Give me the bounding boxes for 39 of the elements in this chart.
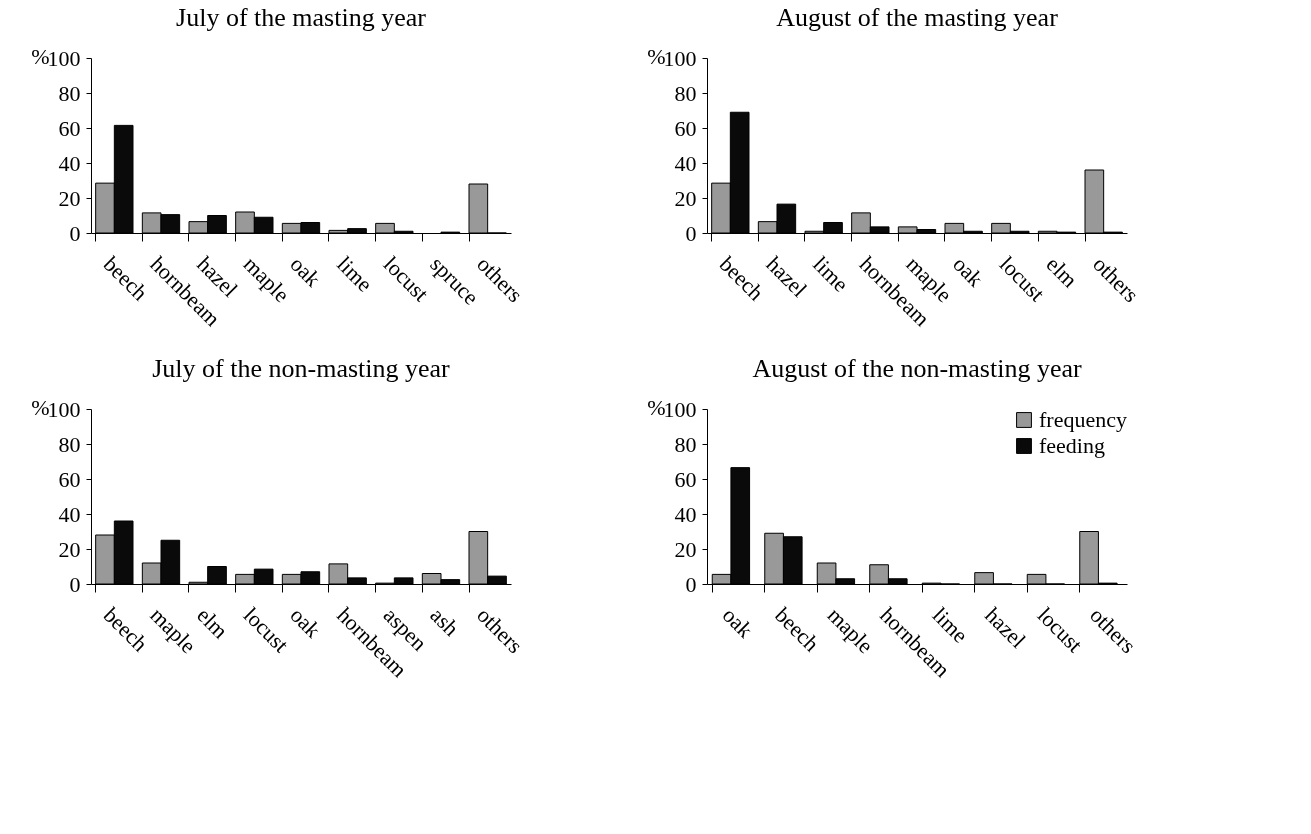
y-tick-label: 0 [685,220,697,246]
y-tick-label: 60 [674,466,697,492]
y-tick-label: 40 [674,501,697,527]
x-tick-label: oak [948,251,989,292]
x-tick-label: lime [808,251,854,297]
x-tick-label: oak [717,602,758,643]
y-tick-label: 0 [69,571,81,597]
chart-title: August of the non-masting year [752,354,1082,383]
chart-title: July of the masting year [176,3,427,32]
x-tick-label: lime [332,251,378,297]
y-tick-label: 20 [674,536,697,562]
chart-title: July of the non-masting year [152,354,451,383]
y-tick-label: 0 [685,571,697,597]
y-tick-label: 40 [58,501,81,527]
y-axis-title: % [31,394,50,420]
y-tick-label: 20 [674,185,697,211]
x-tick-label: oak [285,251,326,292]
y-tick-label: 60 [674,115,697,141]
y-axis-title: % [647,394,666,420]
y-tick-label: 20 [58,185,81,211]
y-axis-title: % [31,43,50,69]
y-tick-label: 40 [58,150,81,176]
y-tick-label: 60 [58,466,81,492]
chart-title: August of the masting year [776,3,1059,32]
y-tick-label: 80 [674,431,697,457]
y-tick-label: 20 [58,536,81,562]
y-tick-label: 80 [58,80,81,106]
y-tick-label: 0 [69,220,81,246]
y-tick-label: 40 [674,150,697,176]
y-tick-label: 80 [674,80,697,106]
y-tick-label: 60 [58,115,81,141]
y-tick-label: 80 [58,431,81,457]
x-tick-label: ash [425,602,464,641]
legend-label: feeding [1039,433,1105,458]
y-axis-title: % [647,43,666,69]
legend-label: frequency [1039,407,1127,432]
x-tick-label: oak [285,602,326,643]
x-tick-label: elm [192,602,234,644]
x-tick-label: elm [1041,251,1083,293]
